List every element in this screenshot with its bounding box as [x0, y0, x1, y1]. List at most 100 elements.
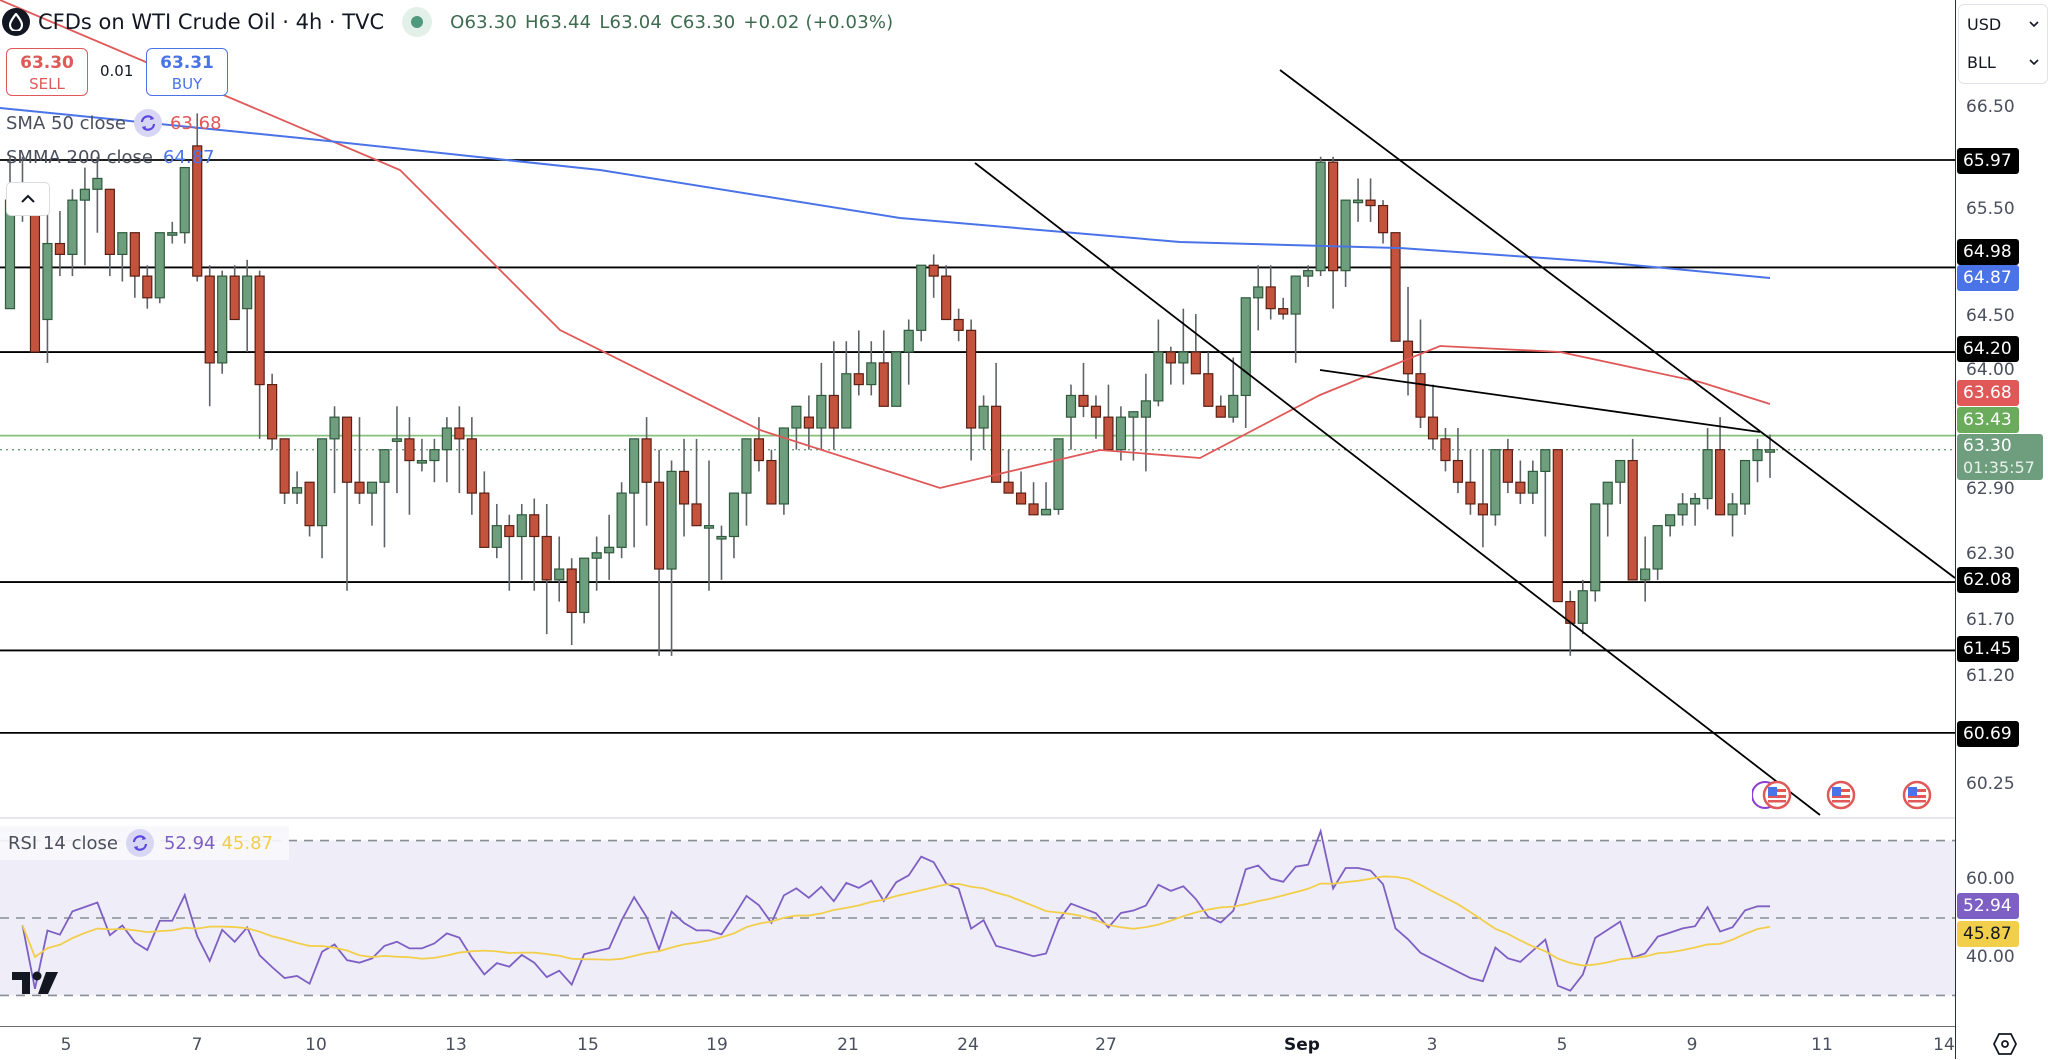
chart-header: CFDs on WTI Crude Oil · 4h · TVC O63.30 H… [0, 0, 901, 44]
sell-price: 63.30 [20, 53, 74, 73]
candle-down [1440, 438, 1451, 462]
candle-up [903, 329, 914, 353]
current-price: 63.30 [1963, 436, 2012, 456]
candle-up [1065, 394, 1077, 418]
spread-value: 0.01 [100, 62, 134, 80]
time-tick: 10 [305, 1035, 327, 1055]
candle-down [1365, 199, 1376, 207]
rsi-ma-line [21, 875, 1771, 967]
sell-button[interactable]: 63.30 SELL [6, 48, 88, 96]
candle-down [1165, 351, 1176, 364]
candle-down [1627, 459, 1638, 581]
price-axis[interactable] [1955, 0, 2048, 1059]
candle-up [379, 449, 390, 483]
candle-up [816, 394, 827, 429]
candle-up [728, 492, 740, 538]
candle-down [766, 459, 777, 505]
candle-down [941, 275, 952, 321]
price-tick: 65.50 [1966, 199, 2015, 219]
time-axis[interactable]: 5 7 10 13 15 19 21 24 27 Sep 3 5 9 11 14 [0, 1026, 1955, 1060]
candle-up [92, 177, 103, 190]
candle-down [504, 525, 515, 538]
refresh-icon[interactable] [125, 829, 154, 857]
candle-up [778, 427, 790, 505]
candle-down [1465, 481, 1476, 505]
candle-up [491, 525, 502, 548]
price-tick: 62.90 [1966, 479, 2015, 499]
candle-up [1527, 470, 1538, 494]
time-tick: 7 [191, 1035, 203, 1055]
us-flag-event-icon[interactable] [1826, 780, 1856, 810]
rsi-line [21, 828, 1770, 992]
currency-unit-selector[interactable]: USD BLL [1958, 4, 2048, 84]
candle-up [1303, 270, 1314, 277]
candle-down [354, 481, 365, 494]
candle-down [192, 145, 203, 277]
candle-down [1015, 492, 1027, 505]
rsi-value-tag: 52.94 [1957, 893, 2019, 919]
candle-down [54, 242, 66, 255]
sell-label: SELL [29, 75, 65, 93]
time-tick: 21 [837, 1035, 859, 1055]
candle-up [1240, 297, 1251, 397]
level-tag-64-20: 64.20 [1957, 336, 2019, 362]
candle-up [516, 514, 527, 538]
time-tick: 19 [706, 1035, 728, 1055]
candle-down [1452, 459, 1464, 483]
collapse-legend-button[interactable] [6, 182, 50, 216]
candle-down [466, 438, 477, 494]
currency-select[interactable]: USD [1959, 5, 2047, 43]
candle-up [1253, 286, 1264, 299]
candle-up [1602, 481, 1613, 505]
time-tick: 9 [1686, 1035, 1698, 1055]
candle-up [1228, 394, 1239, 418]
us-flag-event-icon[interactable] [1902, 780, 1932, 810]
candle-down [953, 318, 964, 331]
candle-down [1502, 449, 1513, 483]
candle-up [366, 481, 378, 494]
candle-up [429, 449, 440, 462]
candle-down [204, 275, 215, 364]
tradingview-logo[interactable] [12, 970, 60, 1000]
candle-up [1153, 351, 1164, 402]
market-status-indicator[interactable] [402, 7, 433, 37]
candle-up [866, 362, 877, 386]
level-tag-64-98: 64.98 [1957, 239, 2019, 265]
candle-down [1427, 416, 1439, 440]
current-price-tag: 63.30 01:35:57 [1957, 434, 2043, 480]
us-flag-event-icon[interactable] [1762, 780, 1792, 810]
trendline [974, 162, 1821, 816]
chart-settings-button[interactable] [1990, 1030, 2020, 1058]
trendline [1319, 369, 1761, 433]
candle-up [1128, 411, 1139, 418]
chevron-down-icon [2029, 21, 2039, 27]
candle-down [129, 232, 140, 277]
candle-up [316, 438, 328, 527]
candle-up [1690, 497, 1701, 505]
candle-down [279, 438, 290, 494]
smma-legend[interactable]: SMMA 200 close 64.87 [6, 147, 215, 168]
sma-value: 63.68 [169, 112, 222, 134]
smma-price-tag: 64.87 [1957, 265, 2019, 291]
ohlc-high: H63.44 [525, 11, 592, 33]
candle-up [1290, 275, 1301, 315]
price-tick: 61.70 [1966, 610, 2015, 630]
refresh-icon[interactable] [133, 109, 162, 137]
candle-up [79, 188, 90, 201]
candle-up [42, 242, 53, 321]
level-tag-60-69: 60.69 [1957, 721, 2019, 747]
candle-up [67, 199, 78, 255]
rsi-label: RSI 14 close [8, 832, 118, 854]
candle-down [529, 514, 540, 538]
level-tag-62-08: 62.08 [1957, 567, 2019, 593]
candle-up [604, 546, 615, 554]
rsi-legend[interactable]: RSI 14 close 52.94 45.87 [0, 826, 290, 860]
unit-select[interactable]: BLL [1959, 43, 2047, 81]
rsi-ma-tag: 45.87 [1957, 921, 2019, 947]
candle-down [1003, 481, 1014, 494]
sma-legend[interactable]: SMA 50 close 63.68 [6, 109, 222, 137]
buy-button[interactable]: 63.31 BUY [146, 48, 228, 96]
buy-price: 63.31 [160, 53, 214, 73]
symbol-title[interactable]: CFDs on WTI Crude Oil · 4h · TVC [38, 10, 385, 34]
